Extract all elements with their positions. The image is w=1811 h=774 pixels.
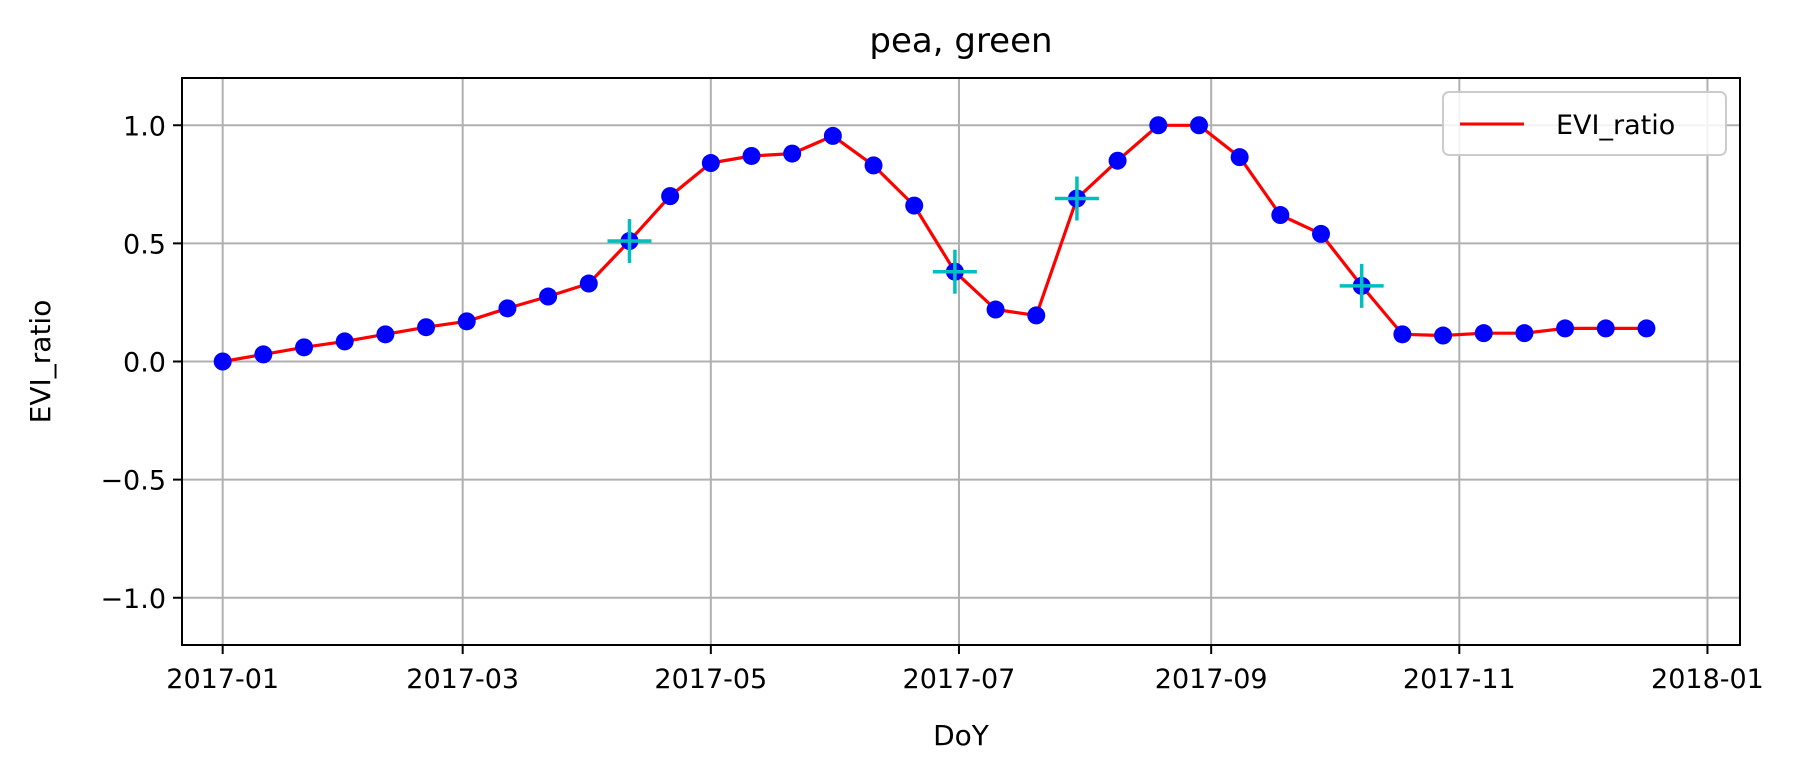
data-point bbox=[1596, 319, 1615, 338]
data-point bbox=[1474, 324, 1493, 343]
data-point bbox=[1434, 326, 1453, 345]
legend-box bbox=[1442, 91, 1727, 156]
data-point bbox=[295, 338, 314, 357]
data-point bbox=[1556, 319, 1575, 338]
x-tick-label: 2017-03 bbox=[406, 664, 519, 695]
y-tick-label: 1.0 bbox=[123, 111, 166, 142]
x-tick-label: 2017-07 bbox=[903, 664, 1016, 695]
plus-marker bbox=[1054, 176, 1099, 221]
data-point bbox=[1027, 306, 1046, 325]
data-point bbox=[498, 299, 517, 318]
plus-marker bbox=[607, 219, 652, 264]
data-point bbox=[376, 325, 395, 344]
y-axis-label: EVI_ratio bbox=[24, 300, 57, 424]
x-tick-label: 2017-01 bbox=[166, 664, 279, 695]
data-point bbox=[335, 332, 354, 351]
data-point bbox=[1515, 324, 1534, 343]
data-point bbox=[661, 187, 680, 206]
data-point bbox=[1271, 206, 1290, 225]
data-point bbox=[1108, 151, 1127, 170]
data-point bbox=[823, 126, 842, 145]
legend-label-evi-ratio: EVI_ratio bbox=[1556, 110, 1675, 141]
data-point bbox=[701, 154, 720, 173]
legend: EVI_ratio bbox=[1442, 91, 1727, 156]
plus-markers-layer bbox=[607, 176, 1384, 308]
x-axis-label: DoY bbox=[933, 719, 990, 752]
data-point bbox=[213, 352, 232, 371]
data-point bbox=[986, 300, 1005, 319]
y-tick-label: −1.0 bbox=[100, 584, 166, 615]
data-point bbox=[1230, 148, 1249, 167]
data-point bbox=[1149, 116, 1168, 135]
data-point bbox=[905, 196, 924, 215]
x-tick-label: 2017-05 bbox=[654, 664, 767, 695]
y-tick-label: 0.0 bbox=[123, 348, 166, 379]
chart-title: pea, green bbox=[869, 21, 1052, 61]
y-tick-label: 0.5 bbox=[123, 229, 166, 260]
y-tick-label: −0.5 bbox=[100, 466, 166, 497]
data-point bbox=[864, 156, 883, 175]
grid bbox=[182, 78, 1740, 645]
data-point bbox=[457, 312, 476, 331]
data-point bbox=[742, 146, 761, 165]
data-point bbox=[1312, 224, 1331, 243]
x-axis-ticks: 2017-01 2017-03 2017-05 2017-07 2017-09 2017-… bbox=[166, 645, 1764, 695]
data-point bbox=[1189, 116, 1208, 135]
data-point bbox=[539, 287, 558, 306]
y-axis-ticks: 1.0 0.5 0.0 −0.5 −1.0 bbox=[100, 111, 182, 615]
series-points-layer bbox=[213, 116, 1656, 371]
data-point bbox=[1637, 319, 1656, 338]
plus-marker bbox=[932, 249, 977, 294]
plus-marker bbox=[1339, 263, 1384, 308]
data-point bbox=[579, 274, 598, 293]
x-tick-label: 2017-09 bbox=[1155, 664, 1268, 695]
data-point bbox=[417, 318, 436, 337]
data-point bbox=[254, 345, 273, 364]
x-tick-label: 2018-01 bbox=[1651, 664, 1764, 695]
data-point bbox=[1393, 325, 1412, 344]
x-tick-label: 2017-11 bbox=[1403, 664, 1516, 695]
data-point bbox=[783, 144, 802, 163]
